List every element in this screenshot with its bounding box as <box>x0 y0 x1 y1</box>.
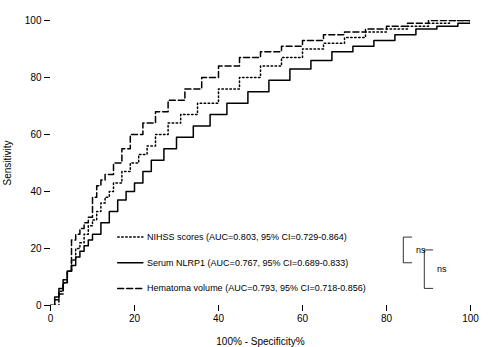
svg-text:40: 40 <box>213 313 225 324</box>
svg-text:0: 0 <box>48 313 54 324</box>
svg-text:100: 100 <box>462 313 479 324</box>
svg-text:ns: ns <box>437 264 447 274</box>
svg-text:NIHSS scores (AUC=0.803, 95% C: NIHSS scores (AUC=0.803, 95% CI=0.729-0.… <box>147 232 347 242</box>
svg-text:Hematoma volume (AUC=0.793, 95: Hematoma volume (AUC=0.793, 95% CI=0.718… <box>147 283 366 293</box>
svg-text:80: 80 <box>381 313 393 324</box>
svg-text:20: 20 <box>30 243 42 254</box>
svg-text:60: 60 <box>297 313 309 324</box>
svg-text:80: 80 <box>30 72 42 83</box>
svg-text:0: 0 <box>36 300 42 311</box>
svg-text:Sensitivity: Sensitivity <box>2 140 13 185</box>
svg-text:100: 100 <box>25 15 42 26</box>
svg-text:60: 60 <box>30 129 42 140</box>
svg-text:Serum NLRP1 (AUC=0.767, 95% CI: Serum NLRP1 (AUC=0.767, 95% CI=0.689-0.8… <box>147 258 348 268</box>
svg-text:40: 40 <box>30 186 42 197</box>
svg-text:20: 20 <box>129 313 141 324</box>
svg-text:ns: ns <box>415 244 426 255</box>
svg-text:100% - Specificity%: 100% - Specificity% <box>216 336 304 347</box>
